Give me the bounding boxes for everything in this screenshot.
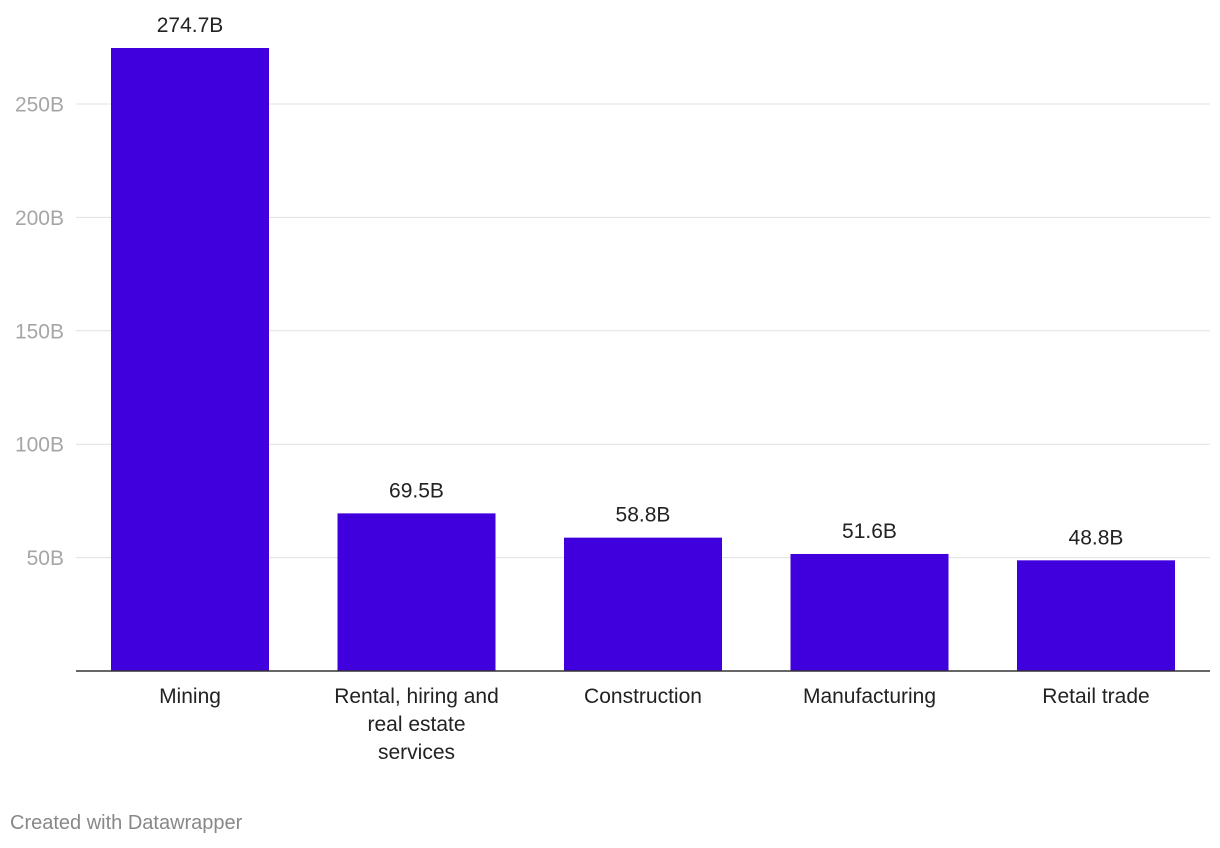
y-tick-label: 150B [15,320,64,343]
y-tick-label: 50B [27,547,64,570]
bar-1 [337,513,496,671]
y-tick-label: 250B [15,94,64,117]
value-label: 48.8B [1069,526,1124,549]
axes: 50B 100B 150B 200B 250B [15,94,1210,672]
bar-2 [564,537,722,671]
category-label: Retail trade [1042,685,1149,708]
bar-chart: 50B 100B 150B 200B 250B 274.7B Mining 69.5B Ren… [15,14,1210,764]
category-label: Mining [159,685,221,708]
bar-4 [1017,560,1175,671]
value-label: 69.5B [389,479,444,502]
y-tick-label: 100B [15,434,64,457]
value-label: 51.6B [842,520,897,543]
y-tick-label: 200B [15,207,64,230]
bars [111,48,1175,671]
category-label: Construction [584,685,702,708]
footer-credit: Created with Datawrapper [10,812,243,834]
value-label: 58.8B [616,504,671,527]
category-label: services [378,741,455,764]
bar-3 [790,553,949,671]
category-label: real estate [367,713,465,736]
chart-canvas: 50B 100B 150B 200B 250B 274.7B Mining 69.5B Ren… [15,14,1210,764]
labels: 274.7B Mining 69.5B Rental, hiring and real … [157,14,1150,764]
value-label: 274.7B [157,14,224,37]
category-label: Manufacturing [803,685,936,708]
bar-0 [111,48,269,671]
category-label: Rental, hiring and [334,685,499,708]
